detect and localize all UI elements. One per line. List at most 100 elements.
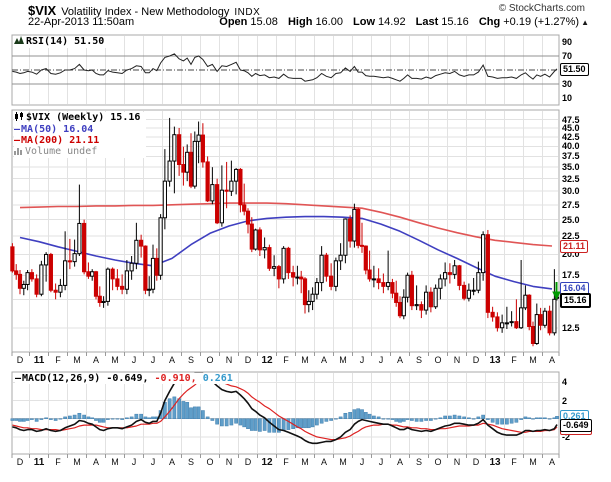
price-month-label: A	[548, 355, 555, 365]
price-legend: $VIX (Weekly) 15.16 —MA(50) 16.04 —MA(20…	[14, 112, 147, 158]
macd-month-label: D	[16, 457, 24, 467]
price-month-label: J	[359, 355, 365, 365]
low-value: 14.92	[378, 16, 406, 28]
price-month-label: D	[244, 355, 252, 365]
macd-month-label: J	[359, 457, 365, 467]
price-month-label: J	[150, 355, 156, 365]
exchange-label: INDX	[234, 7, 261, 18]
macd-month-label: A	[320, 457, 327, 467]
price-month-label: M	[73, 355, 81, 365]
macd-month-label: 11	[33, 457, 45, 468]
price-month-label: D	[472, 355, 480, 365]
price-axis-label: 27.5	[562, 199, 580, 210]
indicator-icon	[14, 36, 24, 48]
legend-symbol-row: $VIX (Weekly) 15.16	[14, 112, 144, 124]
macd-month-label: J	[150, 457, 156, 467]
macd-month-label: M	[339, 457, 347, 467]
macd-month-label: M	[73, 457, 81, 467]
macd-month-label: M	[529, 457, 537, 467]
price-month-label: M	[111, 355, 119, 365]
macd-month-label: O	[434, 457, 442, 467]
price-axis-label: 32.5	[562, 173, 580, 184]
stockcharts-credit: © StockCharts.com	[498, 3, 585, 14]
macd-month-label: J	[378, 457, 384, 467]
chg-label: Chg	[478, 16, 501, 28]
candlestick-icon	[14, 112, 24, 124]
legend-symbol: $VIX (Weekly) 15.16	[26, 112, 141, 123]
price-axis-label: 42.5	[562, 131, 580, 142]
price-month-label: 11	[33, 355, 45, 366]
ma50-line-icon: —	[14, 124, 21, 135]
price-axis-label: 25.0	[562, 214, 580, 225]
macd-month-label: A	[548, 457, 555, 467]
open-value: 15.08	[250, 16, 278, 28]
volume-bars-icon	[14, 147, 23, 158]
price-month-label: F	[511, 355, 517, 365]
macd-month-label: F	[283, 457, 289, 467]
macd-month-label: 12	[261, 457, 273, 468]
symbol: $VIX	[28, 3, 57, 18]
price-axis-label: 45.0	[562, 122, 580, 133]
rsi-label-row: RSI(14) 51.50	[14, 36, 108, 48]
macd-month-label: D	[472, 457, 480, 467]
macd-signal-value: -0.910,	[154, 373, 197, 384]
high-value: 16.00	[315, 16, 343, 28]
price-month-label: A	[320, 355, 327, 365]
macd-axis-label: 2	[562, 395, 568, 406]
price-month-label: F	[55, 355, 61, 365]
price-axis-label: 37.5	[562, 151, 580, 162]
quote-line: Open 15.08 High 16.00 Low 14.92 Last 15.16 C…	[219, 16, 589, 28]
macd-month-label: F	[511, 457, 517, 467]
price-month-label: D	[16, 355, 24, 365]
legend-ma50: MA(50) 16.04	[21, 124, 94, 135]
high-label: High	[287, 16, 313, 28]
price-axis-label: 12.5	[562, 322, 580, 333]
price-month-label: M	[529, 355, 537, 365]
rsi-value-badge: 51.50	[560, 62, 589, 76]
macd-month-label: D	[244, 457, 252, 467]
price-month-label: S	[187, 355, 194, 365]
macd-month-label: A	[168, 457, 175, 467]
price-month-label: F	[283, 355, 289, 365]
legend-ma200-row: —MA(200) 21.11	[14, 135, 103, 146]
ma200-value-badge: 21.11	[560, 240, 589, 254]
macd-month-label: F	[55, 457, 61, 467]
price-month-label: N	[453, 355, 461, 365]
last-price-arrow-icon	[552, 282, 561, 301]
macd-month-label: 13	[489, 457, 501, 468]
chart-datetime: 22-Apr-2013 11:50am	[28, 16, 135, 28]
price-month-label: 12	[261, 355, 273, 366]
rsi-axis-label: 10	[562, 93, 573, 103]
rsi-axis-label: 30	[562, 79, 573, 89]
price-axis-label: 30.0	[562, 186, 580, 197]
macd-month-label: J	[131, 457, 137, 467]
last-label: Last	[415, 16, 439, 28]
rsi-axis-label: 70	[562, 51, 573, 61]
price-month-label: 13	[489, 355, 501, 366]
ma200-line-icon: —	[14, 135, 21, 146]
price-month-label: A	[168, 355, 175, 365]
price-month-label: J	[378, 355, 384, 365]
price-axis-label: 40.0	[562, 141, 580, 152]
legend-volume: Volume undef	[25, 146, 98, 157]
chart-header: $VIX Volatility Index - New Methodology IN…	[28, 2, 261, 18]
macd-hist-value: 0.261	[202, 373, 233, 384]
chart-title: Volatility Index - New Methodology	[61, 6, 230, 18]
macd-month-label: S	[415, 457, 422, 467]
last-value: 15.16	[441, 16, 469, 28]
legend-ma50-row: —MA(50) 16.04	[14, 124, 97, 135]
macd-month-label: N	[453, 457, 461, 467]
legend-volume-row: Volume undef	[14, 146, 101, 158]
price-month-label: M	[339, 355, 347, 365]
macd-month-label: A	[92, 457, 99, 467]
macd-month-label: S	[187, 457, 194, 467]
macd-month-label: O	[206, 457, 214, 467]
price-axis-label: 47.5	[562, 114, 580, 125]
macd-value: -0.649,	[106, 373, 149, 384]
price-month-label: J	[131, 355, 137, 365]
low-label: Low	[353, 16, 376, 28]
rsi-label: RSI(14) 51.50	[26, 36, 105, 47]
price-month-label: S	[415, 355, 422, 365]
